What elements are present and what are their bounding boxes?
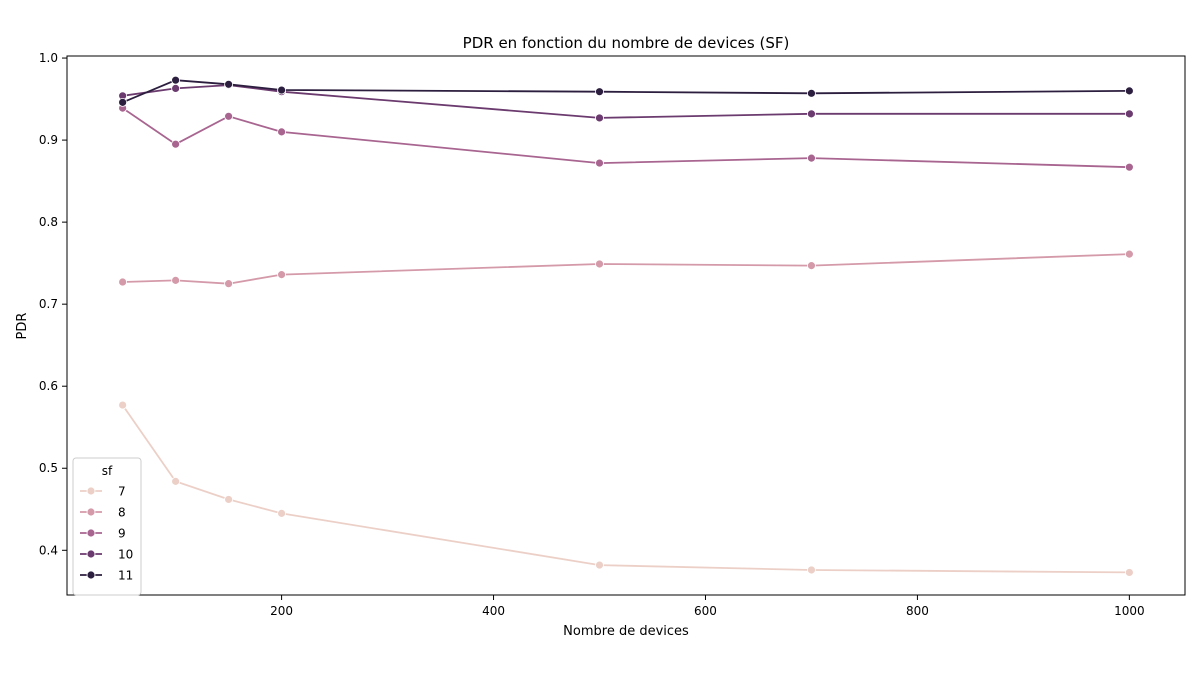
plot-frame <box>66 55 1186 596</box>
data-point <box>224 279 234 289</box>
legend-item-11: 11 <box>80 569 133 583</box>
legend-marker <box>86 549 96 559</box>
data-point <box>171 75 181 85</box>
series-8 <box>118 249 1134 289</box>
data-point <box>277 508 286 518</box>
x-tick-label: 1000 <box>1114 604 1145 618</box>
data-point <box>224 79 234 89</box>
data-point <box>171 139 181 149</box>
chart-title: PDR en fonction du nombre de devices (SF… <box>463 34 790 52</box>
data-point <box>277 127 286 137</box>
data-point <box>1124 568 1134 577</box>
data-point <box>171 84 181 93</box>
legend-item-7: 7 <box>80 485 126 499</box>
data-point <box>1124 162 1134 172</box>
data-point <box>807 109 816 119</box>
data-point <box>595 158 604 168</box>
y-tick-label: 0.7 <box>39 297 58 311</box>
x-tick-label: 600 <box>694 604 717 618</box>
legend-item-9: 9 <box>80 527 126 541</box>
data-point <box>224 495 234 504</box>
data-point <box>807 88 816 98</box>
legend-title: sf <box>102 464 113 478</box>
x-tick-label: 400 <box>482 604 505 618</box>
legend-marker <box>86 486 96 496</box>
legend-label: 9 <box>118 527 126 541</box>
legend-item-10: 10 <box>80 548 133 562</box>
y-tick-label: 0.8 <box>39 215 58 229</box>
series-11 <box>118 75 1134 107</box>
series-7 <box>118 400 1134 577</box>
data-point <box>1124 109 1134 119</box>
data-point <box>807 565 816 575</box>
legend-item-8: 8 <box>80 506 126 520</box>
data-point <box>1124 249 1134 259</box>
data-point <box>118 400 128 410</box>
plot-area: 200 400 600 800 1000 0.4 0.5 0.6 0.7 0.8 0.9 1.0 <box>39 51 1186 618</box>
x-tick-label: 800 <box>906 604 929 618</box>
data-point <box>171 275 181 285</box>
legend-label: 11 <box>118 569 133 583</box>
data-point <box>595 560 604 570</box>
y-tick-label: 0.9 <box>39 133 58 147</box>
data-point <box>595 87 604 97</box>
data-point <box>118 97 128 107</box>
series-10 <box>118 80 1134 123</box>
data-point <box>277 270 286 280</box>
legend-label: 8 <box>118 506 126 520</box>
legend-marker <box>86 570 96 580</box>
series-line <box>121 404 1130 574</box>
legend-marker <box>86 507 96 517</box>
data-point <box>807 153 816 163</box>
y-tick-label: 0.4 <box>39 543 58 557</box>
x-axis-label: Nombre de devices <box>563 624 689 639</box>
legend-label: 10 <box>118 548 133 562</box>
data-point <box>595 259 604 269</box>
data-point <box>224 111 234 121</box>
series-line <box>122 253 1130 285</box>
y-tick-label: 0.6 <box>39 379 58 393</box>
data-point <box>277 85 286 95</box>
data-point <box>807 261 816 271</box>
data-point <box>118 277 128 287</box>
y-tick-label: 1.0 <box>39 51 58 65</box>
data-point <box>1124 86 1134 96</box>
legend: sf 7 8 9 10 11 <box>72 457 142 596</box>
y-axis-label: PDR <box>15 313 30 340</box>
data-point <box>171 476 181 486</box>
x-tick-label: 200 <box>270 604 293 618</box>
y-tick-label: 0.5 <box>39 461 58 475</box>
data-point <box>595 113 604 123</box>
legend-marker <box>86 528 96 538</box>
legend-label: 7 <box>118 485 126 499</box>
